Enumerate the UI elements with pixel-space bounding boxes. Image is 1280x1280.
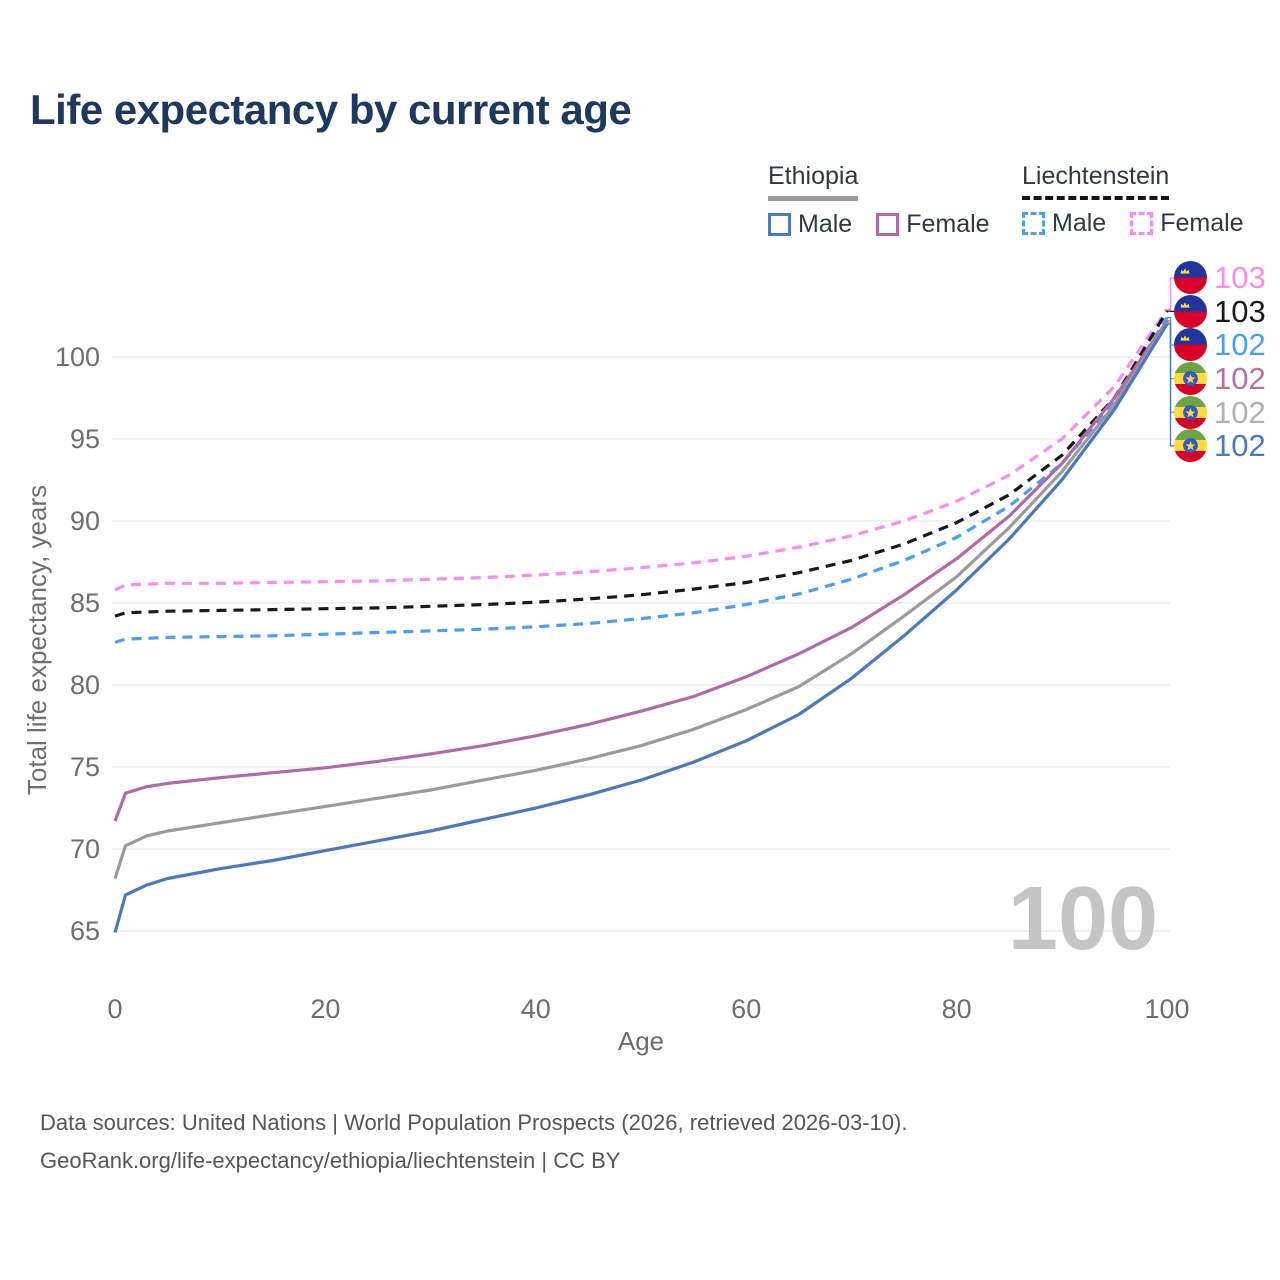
ethiopia-flag-icon [1174,362,1207,396]
legend-label-liechtenstein-male: Male [1052,209,1107,237]
end-label-row: 102 [1174,328,1266,362]
series-line-ethiopia-female [113,319,1169,822]
end-label-row: 102 [1174,395,1266,429]
legend-country-ethiopia: Ethiopia [768,162,859,201]
x-tick-label: 40 [521,994,551,1024]
legend-label-ethiopia-female: Female [906,210,990,238]
series-line-ethiopia-male [113,323,1169,934]
liechtenstein-flag-icon [1174,261,1207,295]
ethiopia-flag-icon [1174,429,1207,463]
x-axis-title: Age [618,1026,664,1056]
legend-group-ethiopia: Ethiopia Male Female [768,162,990,239]
legend-label-ethiopia-male: Male [798,210,853,238]
ethiopia-female-swatch-icon [876,213,900,236]
liechtenstein-female-swatch-icon [1130,212,1154,235]
y-tick-label: 75 [70,752,100,782]
x-tick-label: 100 [1144,994,1189,1024]
end-label-value: 102 [1214,327,1266,363]
end-label-value: 102 [1214,428,1266,464]
watermark-100: 100 [1008,869,1158,969]
y-tick-label: 65 [70,916,100,946]
liechtenstein-flag-icon [1174,328,1207,362]
liechtenstein-flag-icon [1174,294,1207,328]
end-label-row: 102 [1174,362,1266,396]
liechtenstein-male-swatch-icon [1022,212,1045,235]
ethiopia-flag-icon [1174,395,1207,429]
series-line-liechtenstein-female [114,308,1169,592]
legend-item-liechtenstein-female: Female [1130,209,1244,238]
page-title: Life expectancy by current age [30,86,632,133]
footer: Data sources: United Nations | World Pop… [40,1110,907,1186]
series-line-ethiopia [113,321,1169,879]
legend-label-liechtenstein-female: Female [1160,209,1244,237]
end-label-value: 102 [1214,394,1266,430]
legend-group-liechtenstein: Liechtenstein Male Female [1022,162,1244,238]
legend-item-liechtenstein-male: Male [1022,209,1106,238]
y-axis-title: Total life expectancy, years [22,485,52,795]
y-tick-label: 95 [70,424,100,454]
x-tick-label: 0 [107,994,122,1024]
end-label-connector [1167,277,1174,311]
series-line-liechtenstein-male [114,316,1169,644]
y-tick-label: 70 [70,834,100,864]
y-tick-label: 80 [70,670,100,700]
end-label-value: 102 [1214,361,1266,397]
ethiopia-male-swatch-icon [768,213,791,236]
legend-items-liechtenstein: Male Female [1022,209,1244,238]
end-label-row: 103 [1174,261,1266,295]
data-sources-line: Data sources: United Nations | World Pop… [40,1110,908,1135]
y-tick-label: 100 [55,342,100,372]
y-tick-label: 85 [70,588,100,618]
end-label-value: 103 [1214,293,1266,329]
x-tick-label: 80 [942,994,972,1024]
legend-item-ethiopia-female: Female [876,210,990,239]
end-label-row: 102 [1174,429,1266,463]
end-label-value: 103 [1214,260,1266,296]
x-tick-label: 20 [310,994,340,1024]
legend-items-ethiopia: Male Female [768,210,990,239]
series-line-liechtenstein [114,310,1169,618]
legend-item-ethiopia-male: Male [768,210,852,239]
legend-country-liechtenstein: Liechtenstein [1022,162,1170,200]
y-tick-label: 90 [70,506,100,536]
end-label-connector [1167,323,1174,447]
end-label-row: 103 [1174,293,1266,329]
x-tick-label: 60 [731,994,761,1024]
series-end-labels: 103 103 102 102 102 102 [1174,261,1266,463]
attribution-line: GeoRank.org/life-expectancy/ethiopia/lie… [40,1148,621,1173]
